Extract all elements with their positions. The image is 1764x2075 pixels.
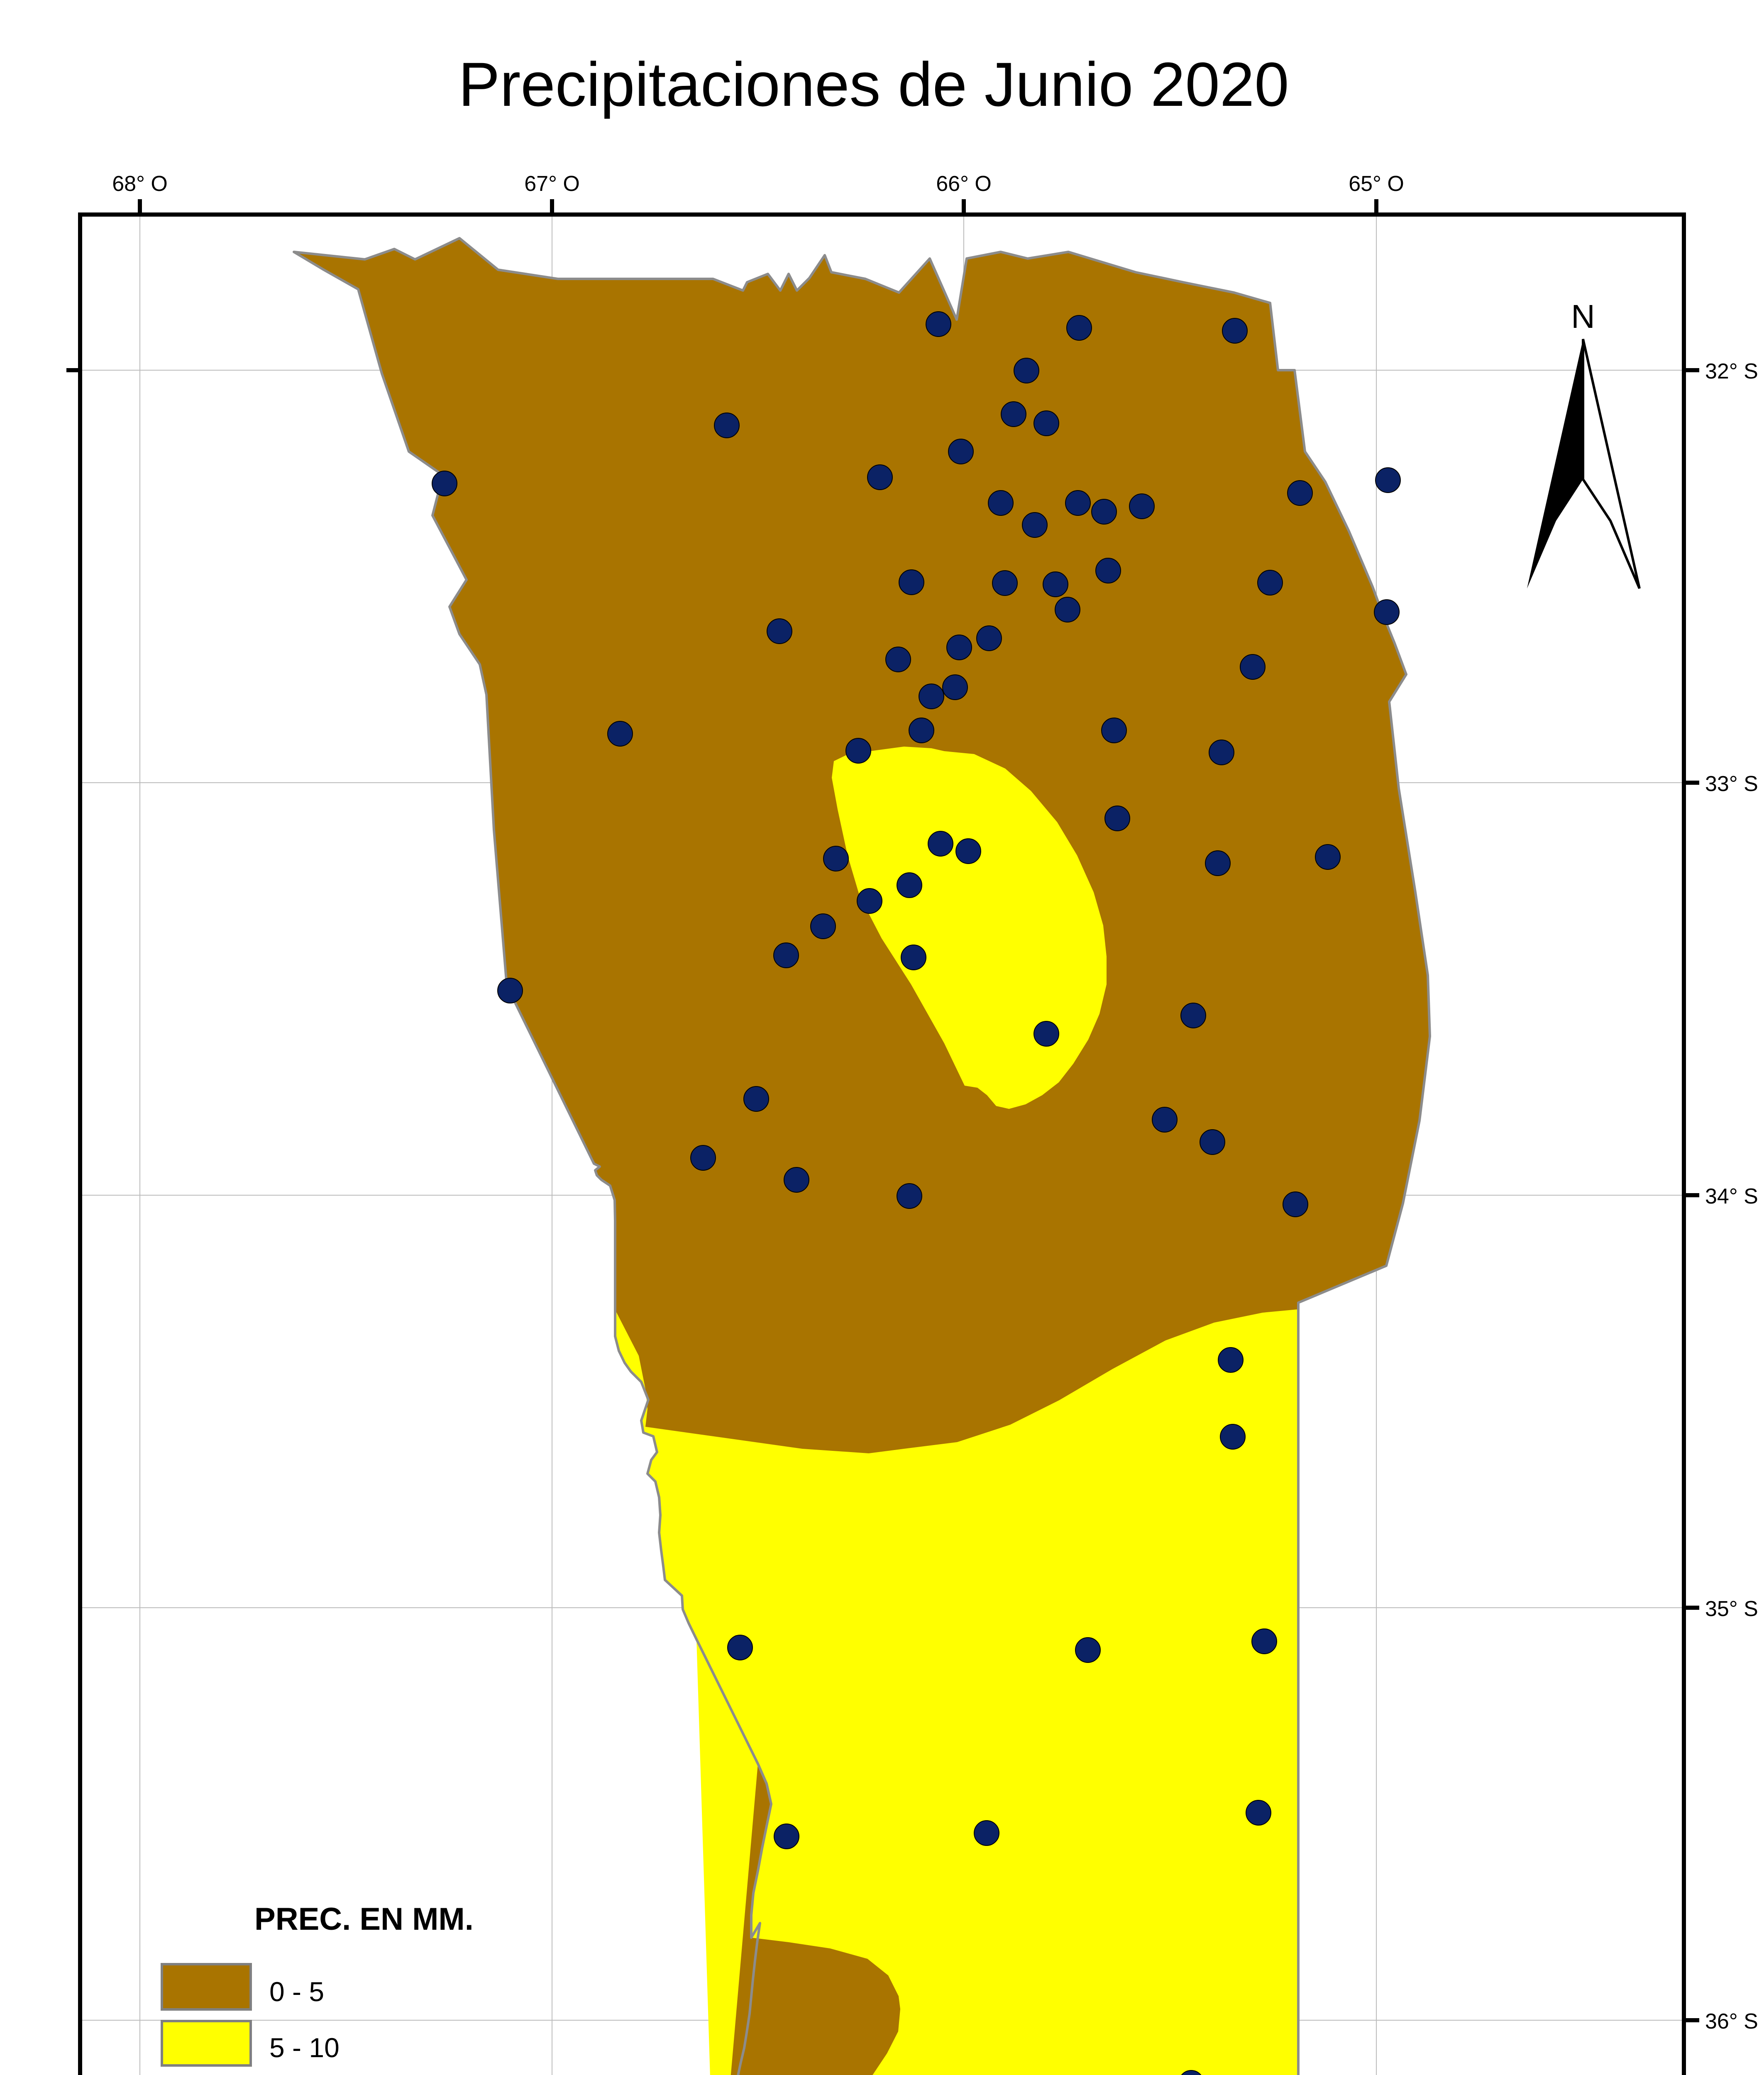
svg-text:68° O: 68° O bbox=[112, 172, 168, 196]
svg-text:5 - 10: 5 - 10 bbox=[269, 2032, 340, 2063]
svg-text:33° S: 33° S bbox=[1705, 772, 1758, 796]
svg-text:35° S: 35° S bbox=[1705, 1597, 1758, 1621]
svg-text:67° O: 67° O bbox=[524, 172, 580, 196]
svg-text:0 - 5: 0 - 5 bbox=[269, 1976, 324, 2007]
svg-text:65° O: 65° O bbox=[1349, 172, 1404, 196]
svg-text:34° S: 34° S bbox=[1705, 1184, 1758, 1208]
svg-text:Precipitaciones de Junio 2020: Precipitaciones de Junio 2020 bbox=[458, 49, 1289, 119]
svg-text:36° S: 36° S bbox=[1705, 2009, 1758, 2034]
svg-text:32° S: 32° S bbox=[1705, 359, 1758, 383]
svg-text:PREC. EN MM.: PREC. EN MM. bbox=[254, 1902, 474, 1937]
svg-text:N: N bbox=[1571, 298, 1595, 335]
svg-text:66° O: 66° O bbox=[936, 172, 992, 196]
